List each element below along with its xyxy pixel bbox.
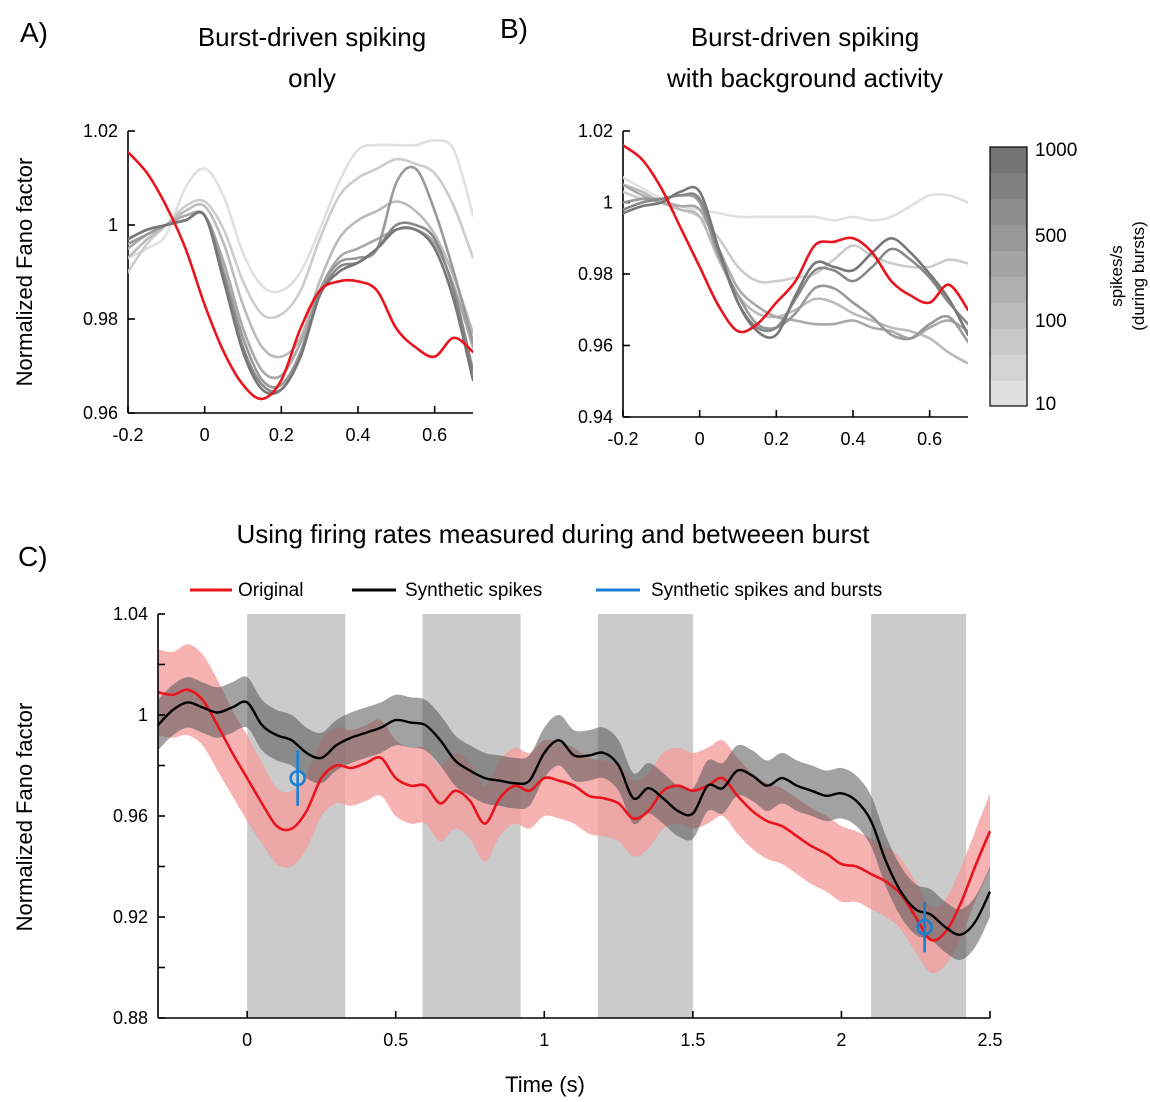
panel-a-series-line-6: [128, 210, 473, 396]
panel-c-label: C): [18, 541, 48, 572]
panel-b-series-line-6: [623, 185, 968, 339]
panel-a-y-tick-label: 1.02: [83, 121, 118, 141]
legend: Original Synthetic spikes Synthetic spik…: [190, 580, 882, 601]
panel-a-series-group: [128, 139, 473, 401]
panel-c-x-tick-label: 0.5: [383, 1030, 408, 1050]
panel-a-y-tick-label: 0.96: [83, 403, 118, 423]
panel-b-title-line1: Burst-driven spiking: [691, 22, 919, 52]
colorbar-level-4: [990, 276, 1027, 303]
panel-c-x-axis-label: Time (s): [505, 1072, 585, 1097]
panel-a-x-tick-label: 0.4: [345, 425, 370, 445]
colorbar-level-9: [990, 147, 1027, 174]
panel-a-series-line-2: [128, 200, 473, 359]
panel-c-x-tick-label: 2: [836, 1030, 846, 1050]
panel-b-y-tick-label: 1: [603, 193, 613, 213]
panel-c-x-tick-label: 2.5: [977, 1030, 1002, 1050]
panel-a-y-axis-label: Normalized Fano factor: [12, 158, 37, 387]
synthetic-spikes-line: [157, 700, 992, 936]
panel-c-chart: 0 0.5 1 1.5 2 2.5 0.88 0.92 0.96 1 1.04: [113, 604, 1003, 1050]
colorbar-tick-1000: 1000: [1035, 140, 1077, 161]
panel-b-label: B): [500, 13, 528, 44]
panel-b-series-line-5: [623, 192, 968, 333]
panel-a-x-tick-label: -0.2: [112, 425, 143, 445]
panel-a-y-tick-label: 0.98: [83, 309, 118, 329]
bursts-point-0: [289, 769, 306, 787]
panel-b-title-line2: with background activity: [666, 63, 943, 93]
panel-b-x-tick-label: -0.2: [607, 429, 638, 449]
bursts-point-1: [916, 918, 933, 936]
panel-b-series-line-7: [623, 144, 968, 334]
colorbar-level-1: [990, 354, 1027, 381]
panel-b-y-tick-label: 0.96: [578, 336, 613, 356]
panel-a-title-line2: only: [288, 63, 336, 93]
colorbar-level-6: [990, 224, 1027, 252]
panel-c-y-tick-label: 0.96: [113, 806, 148, 826]
panel-a-series-line-5: [128, 210, 473, 394]
legend-label-synthetic-spikes: Synthetic spikes: [405, 580, 542, 601]
panel-c-y-tick-label: 0.88: [113, 1008, 148, 1028]
panel-c-y-tick-label: 0.92: [113, 907, 148, 927]
panel-a-x-tick-label: 0: [200, 425, 210, 445]
legend-label-original: Original: [238, 580, 303, 601]
panel-b-y-tick-label: 1.02: [578, 121, 613, 141]
panel-c-x-tick-label: 1.5: [680, 1030, 705, 1050]
panel-c-y-tick-label: 1: [138, 705, 148, 725]
panel-a-label: A): [20, 17, 48, 48]
colorbar-level-0: [990, 380, 1027, 407]
colorbar-level-7: [990, 198, 1027, 226]
panel-a-y-tick-label: 1: [108, 215, 118, 235]
legend-label-synthetic-spikes-bursts: Synthetic spikes and bursts: [651, 580, 882, 601]
colorbar-frame: [989, 146, 1028, 407]
panel-a-series-line-0: [128, 139, 473, 294]
panel-b-x-tick-label: 0.6: [917, 429, 942, 449]
panel-b-series-group: [623, 144, 968, 365]
synthetic-spikes-error-band: [158, 676, 990, 961]
panel-a-chart: -0.2 0 0.2 0.4 0.6 0.96 0.98 1 1.02: [83, 121, 473, 445]
panel-b-chart: -0.2 0 0.2 0.4 0.6 0.94 0.96 0.98 1 1.02: [578, 121, 968, 449]
colorbar-tick-100: 100: [1035, 311, 1067, 332]
panel-b-y-tick-label: 0.98: [578, 264, 613, 284]
colorbar-level-2: [990, 328, 1027, 355]
panel-a-series-line-1: [128, 157, 473, 320]
original-line: [157, 688, 992, 942]
panel-b-x-tick-label: 0: [695, 429, 705, 449]
panel-b-x-tick-label: 0.2: [764, 429, 789, 449]
colorbar-level-5: [990, 250, 1027, 277]
panel-b-y-tick-label: 0.94: [578, 407, 613, 427]
colorbar-level-3: [990, 302, 1027, 329]
panel-c-x-tick-label: 0: [242, 1030, 252, 1050]
colorbar-label-line2: (during bursts): [1129, 221, 1148, 331]
panel-a-series-line-7: [128, 150, 473, 401]
panel-a-title-line1: Burst-driven spiking: [198, 22, 426, 52]
colorbar-tick-500: 500: [1035, 226, 1067, 247]
panel-c-title: Using firing rates measured during and b…: [236, 519, 870, 549]
panel-a-x-tick-label: 0.2: [269, 425, 294, 445]
panel-c-y-axis-label: Normalized Fano factor: [12, 703, 37, 932]
panel-a-x-tick-label: 0.6: [422, 425, 447, 445]
panel-b-series-line-2: [623, 183, 968, 365]
colorbar-label-line1: spikes/s: [1107, 245, 1126, 306]
colorbar-level-8: [990, 172, 1027, 200]
panel-c-y-tick-label: 1.04: [113, 604, 148, 624]
colorbar: [989, 146, 1028, 407]
stimulus-interval-3: [871, 614, 967, 1018]
panel-b-x-tick-label: 0.4: [840, 429, 865, 449]
colorbar-tick-10: 10: [1035, 394, 1056, 415]
panel-c-x-tick-label: 1: [539, 1030, 549, 1050]
